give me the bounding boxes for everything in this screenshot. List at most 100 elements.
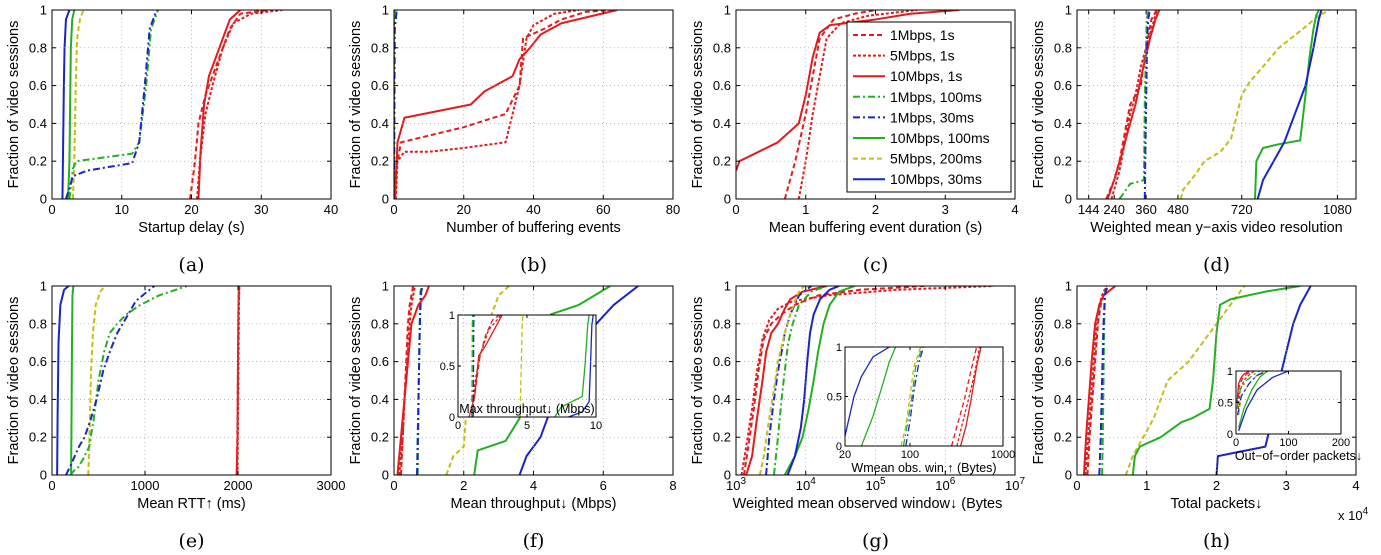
y-tick-label: 0.6 bbox=[1054, 78, 1072, 93]
panel-caption: (g) bbox=[862, 530, 889, 552]
series-line-5mbps-200ms bbox=[1124, 286, 1246, 475]
series-line-1mbps-30ms bbox=[472, 315, 475, 417]
x-tick-label: 1000 bbox=[991, 449, 1015, 461]
y-tick-label: 0.2 bbox=[29, 430, 47, 445]
y-tick-label: 0.8 bbox=[29, 40, 47, 55]
series-line-5mbps-200ms bbox=[758, 286, 805, 475]
y-tick-label: 0.6 bbox=[1054, 354, 1072, 369]
x-tick-label: 10 bbox=[115, 202, 129, 217]
series-line-10mbps-100ms bbox=[860, 347, 897, 446]
plot-area bbox=[1077, 10, 1356, 199]
x-axis-label: Startup delay (s) bbox=[138, 220, 244, 236]
x-tick-label: 720 bbox=[1231, 202, 1253, 217]
series-line-10mbps-30ms bbox=[1256, 10, 1323, 199]
y-tick-label: 0.2 bbox=[713, 430, 731, 445]
series-line-1mbps-1s bbox=[1236, 371, 1253, 406]
y-axis-label: Fraction of video sessions bbox=[6, 21, 22, 189]
y-tick-label: 1 bbox=[1065, 279, 1072, 294]
x-tick-label: 2000 bbox=[224, 478, 253, 493]
inset-ticks: 20 100 1000 0 0.5 1 bbox=[827, 342, 1016, 461]
panel-caption: (c) bbox=[863, 254, 888, 276]
y-tick-label: 0 bbox=[1227, 429, 1233, 441]
y-tick-label: 1 bbox=[40, 3, 47, 18]
x-tick-label: 20 bbox=[839, 449, 851, 461]
y-tick-label: 1 bbox=[449, 310, 455, 322]
axes bbox=[394, 286, 673, 475]
y-tick-label: 0.6 bbox=[713, 354, 731, 369]
series-line-5mbps-1s bbox=[797, 10, 918, 199]
series-line-10mbps-1s bbox=[736, 10, 960, 171]
series-line-10mbps-30ms bbox=[845, 347, 890, 437]
x-tick-label: 80 bbox=[666, 202, 680, 217]
y-tick-label: 0 bbox=[382, 468, 389, 483]
ticks: 0 1000 2000 3000 0 0.2 0.4 0.6 0.8 1 bbox=[29, 279, 346, 494]
y-tick-label: 0.2 bbox=[1054, 430, 1072, 445]
series-line-5mbps-1s bbox=[956, 347, 981, 446]
panel-caption: (b) bbox=[520, 254, 547, 276]
x-tick-label: 100 bbox=[901, 449, 919, 461]
series-line-1mbps-30ms bbox=[64, 10, 158, 199]
x-tick-label: 0 bbox=[390, 202, 397, 217]
x-tick-label: 0 bbox=[1073, 478, 1080, 493]
panel-e: Mean RTT↑ (ms) Fraction of video sessions… bbox=[6, 285, 332, 552]
x-tick-label: 0 bbox=[48, 478, 55, 493]
series-line-1mbps-30ms bbox=[765, 286, 812, 475]
x-tick-label: 20 bbox=[457, 202, 471, 217]
panel-caption: (h) bbox=[1203, 530, 1230, 552]
series-line-1mbps-100ms bbox=[68, 10, 159, 199]
x-tick-label: 2 bbox=[1213, 478, 1220, 493]
series-group bbox=[736, 10, 960, 199]
x-tick-label: 30 bbox=[254, 202, 268, 217]
y-tick-label: 0 bbox=[40, 468, 47, 483]
series-line-1mbps-100ms bbox=[1118, 10, 1150, 199]
y-tick-label: 0.6 bbox=[371, 354, 389, 369]
inset-x-axis-label: Wmean obs. win.↑ (Bytes) bbox=[851, 461, 996, 475]
series-line-5mbps-200ms bbox=[1179, 10, 1330, 199]
series-line-10mbps-1s bbox=[745, 286, 827, 475]
y-tick-label: 0.4 bbox=[713, 116, 731, 131]
series-line-1mbps-1s bbox=[742, 286, 925, 475]
y-tick-label: 0.8 bbox=[713, 40, 731, 55]
panel-a: Startup delay (s) Fraction of video sessi… bbox=[6, 9, 332, 276]
y-tick-label: 0.8 bbox=[371, 40, 389, 55]
series-line-10mbps-100ms bbox=[1238, 371, 1268, 428]
series-line-10mbps-1s bbox=[959, 347, 982, 446]
panel-caption: (d) bbox=[1203, 254, 1230, 276]
legend-entry: 10Mbps, 1s bbox=[890, 68, 962, 84]
inset-f: Max throughput↓ (Mbps) bbox=[457, 314, 597, 418]
series-line-10mbps-1s bbox=[1106, 10, 1161, 199]
axes bbox=[52, 10, 331, 199]
y-tick-label: 0 bbox=[836, 441, 842, 453]
y-tick-label: 0.4 bbox=[1054, 392, 1072, 407]
y-tick-label: 1 bbox=[382, 279, 389, 294]
series-line-10mbps-1s bbox=[1236, 371, 1250, 403]
y-tick-label: 1 bbox=[40, 279, 47, 294]
series-line-10mbps-1s bbox=[197, 10, 242, 199]
y-tick-label: 0.2 bbox=[29, 154, 47, 169]
y-tick-label: 0 bbox=[40, 192, 47, 207]
legend-entry: 1Mbps, 30ms bbox=[890, 109, 974, 125]
ticks: 0 2 4 6 8 0 0.2 0.4 0.6 0.8 1 bbox=[371, 279, 677, 494]
legend: 1Mbps, 1s 5Mbps, 1s 10Mbps, 1s 1Mbps, 100ms… bbox=[846, 21, 1012, 193]
series-line-10mbps-30ms bbox=[56, 286, 70, 475]
y-tick-label: 0.6 bbox=[713, 78, 731, 93]
tick-exponent: 6 bbox=[950, 476, 956, 487]
x-tick-label: 200 bbox=[1332, 437, 1350, 449]
ticks: 0 10 20 30 40 0 0.2 0.4 0.6 0.8 1 bbox=[29, 3, 338, 218]
ticks: 0 1 2 3 4 0 0.2 0.4 0.6 0.8 1 bbox=[1054, 279, 1360, 494]
axes bbox=[52, 286, 331, 475]
series-line-1mbps-100ms bbox=[471, 315, 474, 417]
y-tick-label: 0 bbox=[724, 192, 731, 207]
x-tick-label: 6 bbox=[600, 478, 607, 493]
legend-entry: 5Mbps, 200ms bbox=[890, 151, 982, 167]
panel-g: Weighted mean observed window↓ (Bytes Fra… bbox=[690, 285, 1016, 552]
x-tick-label: 360 bbox=[1135, 202, 1157, 217]
x-tick-label: 40 bbox=[324, 202, 338, 217]
series-line-5mbps-200ms bbox=[519, 315, 524, 417]
series-line-5mbps-1s bbox=[398, 286, 416, 475]
x-tick-label: 2 bbox=[872, 202, 879, 217]
y-tick-label: 0 bbox=[724, 468, 731, 483]
legend-entry: 1Mbps, 100ms bbox=[890, 89, 982, 105]
x-tick-label: 8 bbox=[669, 478, 676, 493]
x-tick-label: 105 bbox=[865, 476, 885, 493]
